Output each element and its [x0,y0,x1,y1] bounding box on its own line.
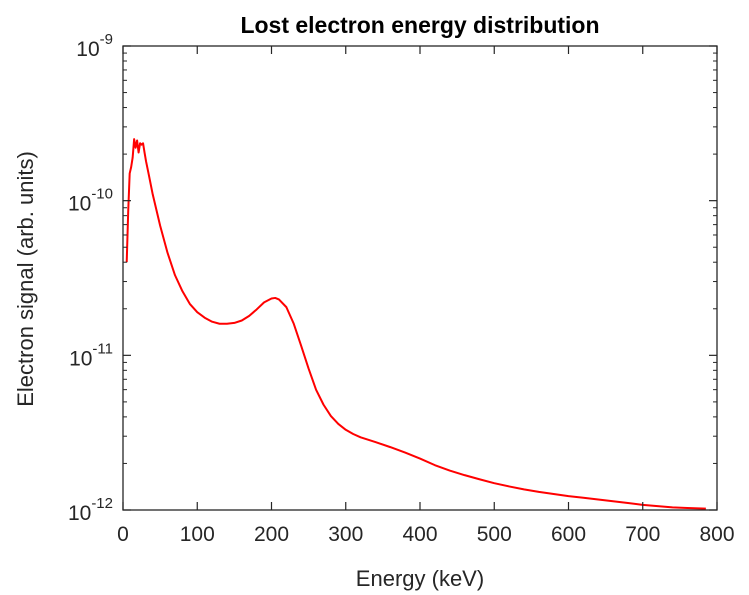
plot-background [123,46,717,510]
x-tick-label: 500 [477,523,512,546]
x-tick-label: 600 [551,523,586,546]
y-tick-label: 10-12 [68,495,113,525]
x-tick-label: 200 [254,523,289,546]
y-tick-label: 10-10 [68,186,113,216]
x-tick-label: 800 [699,523,734,546]
y-tick-label: 10-9 [76,31,113,61]
x-tick-label: 100 [180,523,215,546]
plot-area: 0 100 200 300 400 500 600 700 800 10-12 10-11 10-10… [68,31,735,546]
x-tick-label: 400 [402,523,437,546]
y-axis-title: Electron signal (arb. units) [13,151,38,407]
x-tick-label: 700 [625,523,660,546]
x-tick-label: 0 [117,523,129,546]
x-tick-label: 300 [328,523,363,546]
series-line-0 [125,138,706,510]
y-tick-label: 10-11 [69,340,113,370]
chart-title: Lost electron energy distribution [240,12,599,38]
x-axis-title: Energy (keV) [356,566,484,591]
